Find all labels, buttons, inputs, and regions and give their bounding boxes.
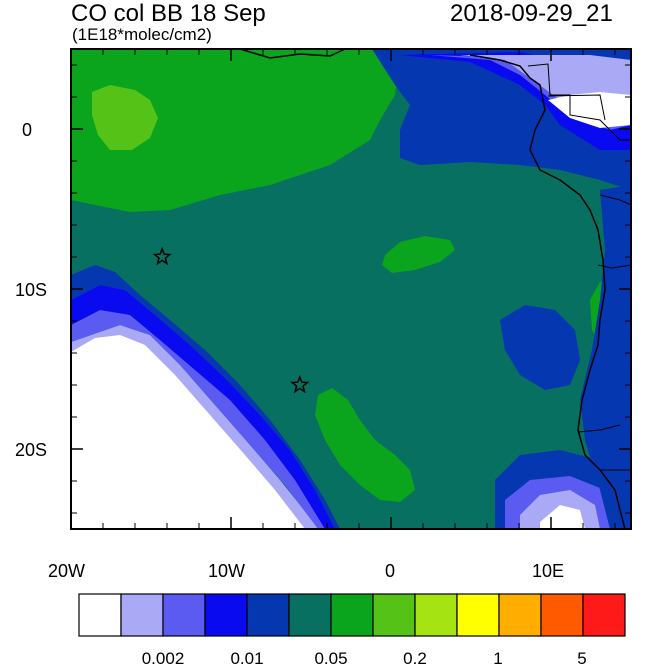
colorbar-swatch: [456, 593, 500, 637]
tick-marks: [70, 49, 631, 529]
star-marker-icon: [152, 246, 172, 266]
colorbar-label: 0.002: [141, 649, 185, 668]
field-patch-1: [382, 236, 455, 273]
colorbar-swatch: [288, 593, 332, 637]
field-sw-pale: [71, 325, 318, 529]
border-lines: [527, 63, 632, 471]
colorbar: [78, 593, 626, 637]
field-sw-lilac: [71, 310, 325, 529]
colorbar-label: 0.01: [230, 649, 264, 668]
field-sw-blue: [71, 285, 335, 529]
x-tick-20w: 20W: [48, 561, 86, 581]
colorbar-swatch: [120, 593, 164, 637]
y-tick-0: 0: [22, 120, 33, 140]
colorbar-label: 1: [493, 649, 503, 668]
x-tick-10e: 10E: [532, 561, 565, 581]
coastline: [239, 48, 626, 530]
x-tick-10w: 10W: [208, 561, 246, 581]
colorbar-label: 5: [577, 649, 587, 668]
colorbar-swatch: [540, 593, 584, 637]
land-fill-north: [548, 92, 631, 128]
x-tick-0: 0: [385, 561, 396, 581]
field-north-core: [92, 85, 158, 150]
minor-tick-marks: [71, 49, 631, 529]
colorbar-label: 0.2: [403, 649, 427, 668]
colorbar-swatch: [498, 593, 542, 637]
timestamp: 2018-09-29_21: [450, 0, 613, 27]
field-patch-2: [315, 388, 415, 502]
colorbar-swatch: [246, 593, 290, 637]
y-tick-20s: 20S: [15, 440, 48, 460]
colorbar-swatch: [204, 593, 248, 637]
y-tick-10s: 10S: [15, 280, 48, 300]
field-north-band: [71, 49, 400, 212]
land-fill: [580, 185, 631, 529]
colorbar-swatch: [414, 593, 458, 637]
field-se-blue: [500, 305, 580, 390]
map-title: CO col BB 18 Sep: [71, 0, 266, 27]
colorbar-swatch: [372, 593, 416, 637]
site-markers: [152, 246, 310, 394]
co-field: [71, 49, 631, 529]
star-marker-icon: [290, 374, 310, 394]
colorbar-swatch: [582, 593, 626, 637]
colorbar-swatch: [162, 593, 206, 637]
colorbar-swatch: [330, 593, 374, 637]
colorbar-swatch: [78, 593, 122, 637]
field-sw-white: [71, 330, 315, 529]
colorbar-label: 0.05: [314, 649, 348, 668]
units-label: (1E18*molec/cm2): [72, 25, 212, 44]
